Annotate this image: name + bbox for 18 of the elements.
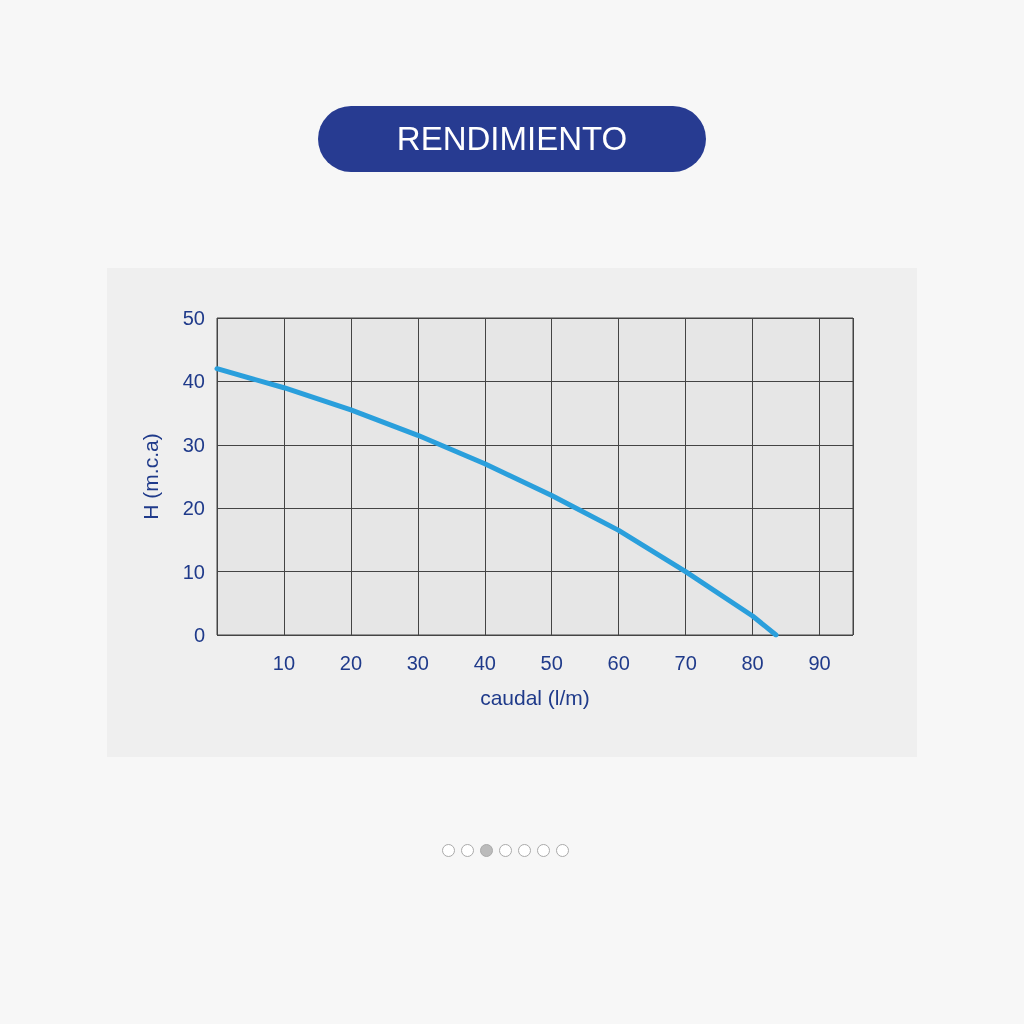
x-axis-title: caudal (l/m) bbox=[480, 686, 590, 709]
x-tick-label: 10 bbox=[272, 652, 296, 674]
y-tick-label: 30 bbox=[182, 433, 205, 456]
x-tick-label: 20 bbox=[339, 652, 363, 674]
y-tick-label: 40 bbox=[182, 370, 205, 393]
x-tick-label: 90 bbox=[808, 652, 831, 674]
y-tick-label: 0 bbox=[193, 624, 205, 646]
y-axis-title: H (m.c.a) bbox=[139, 433, 162, 520]
y-tick-label: 20 bbox=[182, 497, 205, 520]
chart-title: RENDIMIENTO bbox=[318, 106, 706, 172]
x-tick-label: 70 bbox=[674, 652, 697, 674]
y-tick-label: 10 bbox=[182, 560, 205, 583]
x-tick-label: 40 bbox=[473, 652, 496, 674]
x-tick-label: 50 bbox=[540, 652, 563, 674]
x-tick-label: 80 bbox=[741, 652, 764, 674]
y-tick-label: 50 bbox=[182, 307, 205, 329]
x-tick-label: 60 bbox=[607, 652, 630, 674]
x-tick-label: 30 bbox=[406, 652, 429, 674]
